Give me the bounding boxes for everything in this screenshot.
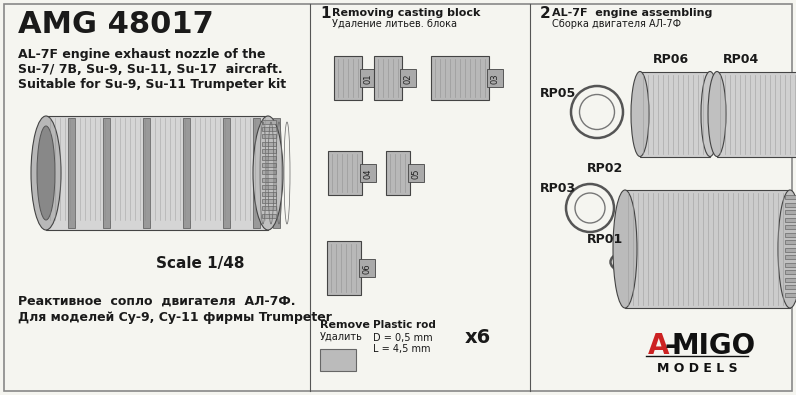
Text: A: A — [648, 332, 669, 360]
Bar — [785, 293, 796, 297]
Bar — [68, 118, 75, 228]
Bar — [785, 195, 796, 199]
Bar — [262, 149, 276, 153]
Text: RP02: RP02 — [587, 162, 623, 175]
Bar — [273, 118, 280, 228]
Text: Для моделей Су-9, Су-11 фирмы Trumpeter: Для моделей Су-9, Су-11 фирмы Trumpeter — [18, 311, 332, 324]
Bar — [334, 56, 362, 100]
Bar — [262, 163, 276, 167]
Bar — [360, 164, 376, 182]
Text: L = 4,5 mm: L = 4,5 mm — [373, 344, 431, 354]
Bar — [487, 69, 503, 87]
Bar — [785, 285, 796, 289]
Ellipse shape — [37, 126, 55, 220]
Bar — [625, 190, 790, 308]
Bar — [253, 118, 260, 228]
Bar — [640, 72, 710, 157]
Bar — [785, 255, 796, 259]
Text: Scale 1/48: Scale 1/48 — [156, 256, 244, 271]
Bar — [785, 263, 796, 267]
Bar — [386, 151, 410, 195]
Bar — [262, 214, 276, 218]
Bar — [262, 178, 276, 182]
Bar — [262, 156, 276, 160]
Text: Remove: Remove — [320, 320, 370, 330]
Ellipse shape — [31, 116, 61, 230]
Bar — [374, 56, 402, 100]
Text: 04: 04 — [364, 169, 373, 179]
Bar — [785, 278, 796, 282]
Bar — [328, 151, 362, 195]
Bar — [143, 118, 150, 228]
Text: AL-7F engine exhaust nozzle of the: AL-7F engine exhaust nozzle of the — [18, 48, 266, 61]
Bar — [183, 118, 190, 228]
Text: 03: 03 — [490, 74, 500, 84]
Bar — [360, 69, 376, 87]
Bar — [785, 233, 796, 237]
Ellipse shape — [778, 190, 796, 308]
Bar — [785, 270, 796, 274]
Bar — [785, 203, 796, 207]
Bar — [359, 259, 375, 277]
Text: Removing casting block: Removing casting block — [332, 8, 480, 18]
Bar — [785, 248, 796, 252]
Text: AL-7F  engine assembling: AL-7F engine assembling — [552, 8, 712, 18]
Text: AMG 48017: AMG 48017 — [18, 10, 214, 39]
Ellipse shape — [253, 116, 283, 230]
Text: RP03: RP03 — [540, 182, 576, 195]
Bar — [408, 164, 424, 182]
Bar — [262, 185, 276, 189]
Text: 1: 1 — [320, 6, 330, 21]
Bar — [262, 170, 276, 175]
Text: -: - — [664, 332, 676, 360]
Text: Сборка двигателя АЛ-7Ф: Сборка двигателя АЛ-7Ф — [552, 19, 681, 29]
Text: D = 0,5 mm: D = 0,5 mm — [373, 333, 432, 343]
Bar — [103, 118, 110, 228]
Bar — [785, 218, 796, 222]
Bar — [46, 116, 268, 230]
Bar — [327, 241, 361, 295]
Bar — [262, 207, 276, 211]
Text: M O D E L S: M O D E L S — [657, 362, 737, 375]
Bar — [785, 210, 796, 214]
Text: 2: 2 — [540, 6, 551, 21]
Text: Suitable for Su-9, Su-11 Trumpeter kit: Suitable for Su-9, Su-11 Trumpeter kit — [18, 78, 286, 91]
Text: Удаление литьев. блока: Удаление литьев. блока — [332, 19, 457, 29]
Text: 06: 06 — [362, 264, 372, 274]
Text: RP01: RP01 — [587, 233, 623, 246]
Text: 05: 05 — [412, 169, 420, 179]
Text: RP06: RP06 — [653, 53, 689, 66]
Text: x6: x6 — [465, 328, 491, 347]
Bar — [262, 192, 276, 196]
Text: Удалить: Удалить — [320, 332, 363, 342]
Bar — [431, 56, 489, 100]
Bar — [785, 225, 796, 229]
Text: MIGO: MIGO — [672, 332, 756, 360]
Bar — [320, 349, 356, 371]
Text: 01: 01 — [364, 74, 373, 84]
Bar — [262, 199, 276, 203]
Bar — [262, 141, 276, 146]
Bar — [262, 127, 276, 131]
Text: RP05: RP05 — [540, 87, 576, 100]
Text: Plastic rod: Plastic rod — [373, 320, 436, 330]
Bar — [717, 72, 796, 157]
Bar — [262, 134, 276, 138]
Ellipse shape — [631, 71, 649, 156]
Bar — [262, 120, 276, 124]
Bar — [785, 240, 796, 244]
Text: Su-7/ 7B, Su-9, Su-11, Su-17  aircraft.: Su-7/ 7B, Su-9, Su-11, Su-17 aircraft. — [18, 63, 283, 76]
Ellipse shape — [701, 71, 719, 156]
Bar — [223, 118, 230, 228]
Text: 02: 02 — [404, 74, 412, 84]
Ellipse shape — [708, 71, 726, 156]
Text: RP04: RP04 — [723, 53, 759, 66]
Ellipse shape — [613, 190, 637, 308]
Bar — [400, 69, 416, 87]
Text: Реактивное  сопло  двигателя  АЛ-7Ф.: Реактивное сопло двигателя АЛ-7Ф. — [18, 295, 295, 308]
